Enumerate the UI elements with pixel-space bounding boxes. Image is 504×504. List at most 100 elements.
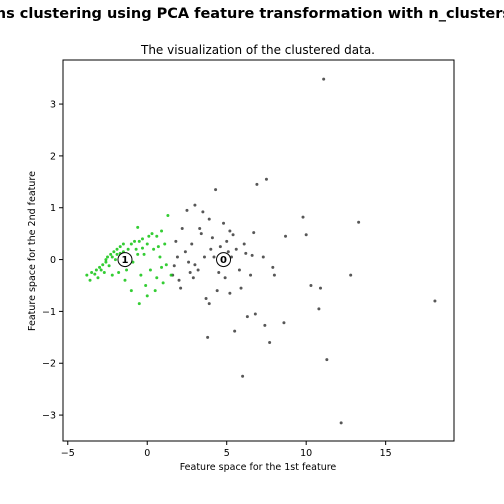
point-cluster-0-9 [305,233,308,236]
point-cluster-0-12 [228,230,231,233]
point-cluster-0-27 [203,255,206,258]
point-cluster-1-21 [160,230,163,233]
point-cluster-1-45 [139,274,142,277]
x-tick-label-2: 5 [224,448,230,459]
point-cluster-0-48 [317,307,320,310]
point-cluster-0-58 [176,255,179,258]
point-cluster-0-18 [200,232,203,235]
point-cluster-0-64 [212,255,215,258]
point-cluster-1-15 [135,248,138,251]
point-cluster-0-70 [243,243,246,246]
point-cluster-1-48 [93,273,96,276]
point-cluster-1-46 [108,264,111,267]
point-cluster-0-20 [235,248,238,251]
center-label-1: 1 [122,255,129,266]
point-cluster-0-56 [197,268,200,271]
point-cluster-0-41 [206,336,209,339]
point-cluster-1-52 [136,253,139,256]
point-cluster-0-52 [340,421,343,424]
point-cluster-1-29 [154,289,157,292]
x-tick-label-3: 10 [300,448,312,459]
point-cluster-0-57 [184,250,187,253]
point-cluster-0-63 [189,271,192,274]
point-cluster-0-51 [241,375,244,378]
point-cluster-0-53 [209,248,212,251]
point-cluster-0-10 [284,235,287,238]
points-layer [85,78,436,425]
point-cluster-1-0 [85,274,88,277]
point-cluster-1-17 [141,237,144,240]
point-cluster-1-60 [144,284,147,287]
point-cluster-0-59 [238,268,241,271]
y-tick-label-1: −2 [42,359,56,370]
point-cluster-0-29 [173,264,176,267]
point-cluster-1-34 [117,271,120,274]
point-cluster-1-26 [165,263,168,266]
point-cluster-1-56 [104,258,107,261]
point-cluster-0-69 [208,302,211,305]
x-tick-label-1: 0 [144,448,150,459]
point-cluster-1-53 [147,235,150,238]
point-cluster-0-28 [187,261,190,264]
x-ticks: −5 0 5 10 15 [61,441,392,459]
point-cluster-0-21 [244,252,247,255]
point-cluster-0-49 [433,300,436,303]
point-cluster-1-30 [146,294,149,297]
point-cluster-0-50 [325,358,328,361]
point-cluster-0-46 [319,287,322,290]
point-cluster-0-19 [211,236,214,239]
y-tick-label-5: 2 [50,151,56,162]
point-cluster-0-32 [192,276,195,279]
point-cluster-0-35 [228,292,231,295]
point-cluster-1-39 [114,258,117,261]
point-cluster-1-59 [125,268,128,271]
point-cluster-0-31 [179,287,182,290]
point-cluster-0-43 [268,341,271,344]
point-cluster-1-32 [130,289,133,292]
point-cluster-0-14 [208,218,211,221]
point-cluster-0-16 [174,240,177,243]
point-cluster-1-23 [136,226,139,229]
point-cluster-1-49 [116,253,119,256]
y-tick-label-0: −3 [42,411,56,422]
point-cluster-1-51 [130,243,133,246]
point-cluster-1-19 [151,232,154,235]
point-cluster-0-15 [181,227,184,230]
point-cluster-1-33 [123,279,126,282]
point-cluster-1-24 [152,248,155,251]
point-cluster-0-40 [233,330,236,333]
point-cluster-0-34 [216,289,219,292]
point-cluster-0-67 [178,279,181,282]
point-cluster-1-22 [166,214,169,217]
point-cluster-0-36 [240,287,243,290]
point-cluster-0-65 [232,233,235,236]
point-cluster-0-5 [302,216,305,219]
point-cluster-1-8 [112,250,115,253]
x-axis-label: Feature space for the 1st feature [180,462,337,473]
point-cluster-1-20 [155,235,158,238]
point-cluster-1-11 [122,243,125,246]
y-tick-label-2: −1 [42,307,56,318]
point-cluster-0-0 [322,78,325,81]
chart-title: The visualization of the clustered data. [140,43,375,57]
point-cluster-0-8 [201,210,204,213]
point-cluster-1-18 [146,243,149,246]
y-axis-label: Feature space for the 2nd feature [27,171,38,331]
point-cluster-1-44 [149,268,152,271]
point-cluster-0-47 [349,274,352,277]
point-cluster-1-54 [157,245,160,248]
point-cluster-0-4 [357,221,360,224]
point-cluster-1-10 [119,245,122,248]
point-cluster-0-54 [219,245,222,248]
point-cluster-1-4 [101,263,104,266]
point-cluster-1-1 [90,271,93,274]
point-cluster-0-13 [222,222,225,225]
point-cluster-0-23 [271,266,274,269]
point-cluster-0-61 [224,276,227,279]
point-cluster-0-6 [193,204,196,207]
point-cluster-1-27 [170,274,173,277]
point-cluster-1-3 [98,266,101,269]
cluster-center-0: 0 [217,253,231,267]
